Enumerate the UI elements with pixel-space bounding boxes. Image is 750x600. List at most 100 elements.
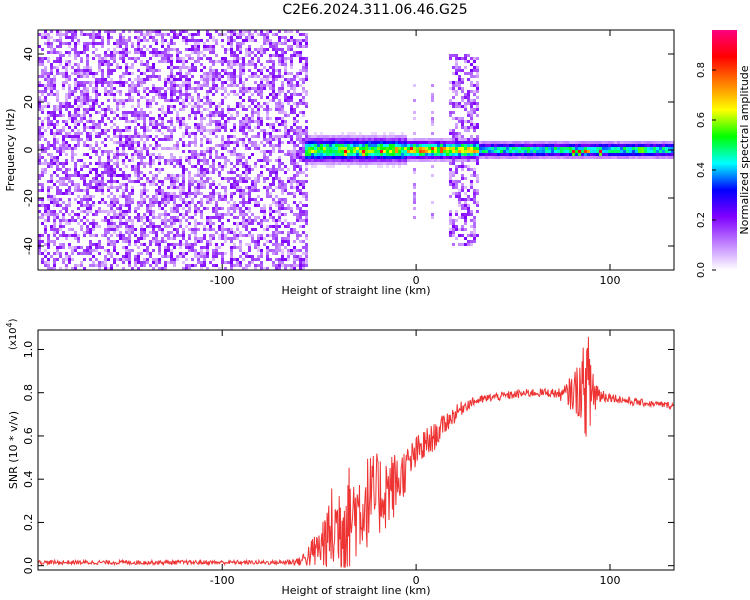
spectrogram-cell: [446, 138, 449, 141]
spectrogram-cell: [122, 246, 125, 249]
spectrogram-cell: [92, 36, 95, 39]
spectrogram-cell: [452, 147, 455, 150]
spectrogram-cell: [308, 150, 311, 153]
spectrogram-cell: [164, 225, 167, 228]
spectrogram-cell: [275, 225, 278, 228]
spectrogram-cell: [50, 48, 53, 51]
spectrogram-cell: [398, 141, 401, 144]
spectrogram-cell: [257, 114, 260, 117]
spectrogram-cell: [230, 30, 233, 33]
spectrogram-cell: [113, 171, 116, 174]
spectrogram-cell: [299, 69, 302, 72]
spectrogram-cell: [296, 30, 299, 33]
spectrogram-cell: [89, 222, 92, 225]
spectrogram-cell: [296, 213, 299, 216]
spectrogram-cell: [95, 258, 98, 261]
spectrogram-cell: [113, 213, 116, 216]
spectrogram-cell: [329, 147, 332, 150]
spectrogram-cell: [59, 219, 62, 222]
spectrogram-cell: [302, 258, 305, 261]
spectrogram-cell: [266, 123, 269, 126]
spectrogram-cell: [332, 162, 335, 165]
spectrogram-cell: [353, 138, 356, 141]
spectrogram-cell: [452, 102, 455, 105]
spectrogram-cell: [113, 195, 116, 198]
spectrogram-cell: [182, 123, 185, 126]
spectrogram-cell: [47, 204, 50, 207]
spectrogram-cell: [143, 81, 146, 84]
spectrogram-cell: [224, 33, 227, 36]
spectrogram-cell: [131, 144, 134, 147]
spectrogram-cell: [140, 264, 143, 267]
spectrogram-cell: [116, 252, 119, 255]
spectrogram-cell: [218, 246, 221, 249]
spectrogram-cell: [242, 225, 245, 228]
spectrogram-cell: [416, 159, 419, 162]
spectrogram-cell: [206, 252, 209, 255]
spectrogram-cell: [239, 192, 242, 195]
spectrogram-cell: [449, 129, 452, 132]
spectrogram-cell: [140, 114, 143, 117]
spectrogram-cell: [188, 159, 191, 162]
spectrogram-cell: [116, 81, 119, 84]
spectrogram-cell: [293, 117, 296, 120]
spectrogram-cell: [59, 39, 62, 42]
spectrogram-cell: [68, 219, 71, 222]
spectrogram-cell: [134, 168, 137, 171]
spectrogram-cell: [44, 57, 47, 60]
spectrogram-cell: [467, 102, 470, 105]
spectrogram-cell: [470, 81, 473, 84]
spectrogram-cell: [125, 81, 128, 84]
spectrogram-cell: [272, 216, 275, 219]
spectrogram-cell: [272, 123, 275, 126]
spectrogram-cell: [206, 129, 209, 132]
spectrogram-cell: [41, 162, 44, 165]
spectrogram-cell: [431, 147, 434, 150]
spectrogram-cell: [305, 126, 308, 129]
spectrogram-cell: [164, 81, 167, 84]
spectrogram-cell: [254, 126, 257, 129]
spectrogram-cell: [215, 201, 218, 204]
spectrogram-cell: [488, 153, 491, 156]
spectrogram-cell: [461, 207, 464, 210]
spectrogram-cell: [110, 222, 113, 225]
spectrogram-cell: [230, 72, 233, 75]
spectrogram-cell: [248, 54, 251, 57]
spectrogram-cell: [284, 153, 287, 156]
spectrogram-cell: [236, 225, 239, 228]
spectrogram-cell: [182, 198, 185, 201]
spectrogram-cell: [491, 141, 494, 144]
spectrogram-cell: [296, 138, 299, 141]
spectrogram-cell: [344, 153, 347, 156]
spectrogram-cell: [431, 96, 434, 99]
spectrogram-cell: [62, 120, 65, 123]
spectrogram-cell: [128, 201, 131, 204]
spectrogram-cell: [230, 228, 233, 231]
spectrogram-cell: [125, 255, 128, 258]
spectrogram-cell: [263, 48, 266, 51]
spectrogram-cell: [413, 111, 416, 114]
spectrogram-cell: [143, 33, 146, 36]
spectrogram-cell: [62, 207, 65, 210]
spectrogram-cell: [83, 177, 86, 180]
spectrogram-cell: [413, 207, 416, 210]
spectrogram-cell: [158, 51, 161, 54]
spectrogram-cell: [344, 135, 347, 138]
spectrogram-cell: [194, 144, 197, 147]
spectrogram-cell: [461, 204, 464, 207]
spectrogram-cell: [167, 33, 170, 36]
spectrogram-cell: [200, 240, 203, 243]
spectrogram-cell: [302, 246, 305, 249]
spectrogram-cell: [137, 171, 140, 174]
spectrogram-cell: [245, 213, 248, 216]
spectrogram-cell: [59, 144, 62, 147]
spectrogram-cell: [65, 99, 68, 102]
spectrogram-cell: [122, 30, 125, 33]
spectrogram-cell: [425, 147, 428, 150]
spectrogram-cell: [257, 240, 260, 243]
spectrogram-cell: [212, 63, 215, 66]
spectrogram-cell: [188, 126, 191, 129]
spectrogram-cell: [119, 231, 122, 234]
spectrogram-cell: [95, 222, 98, 225]
spectrogram-cell: [80, 264, 83, 267]
